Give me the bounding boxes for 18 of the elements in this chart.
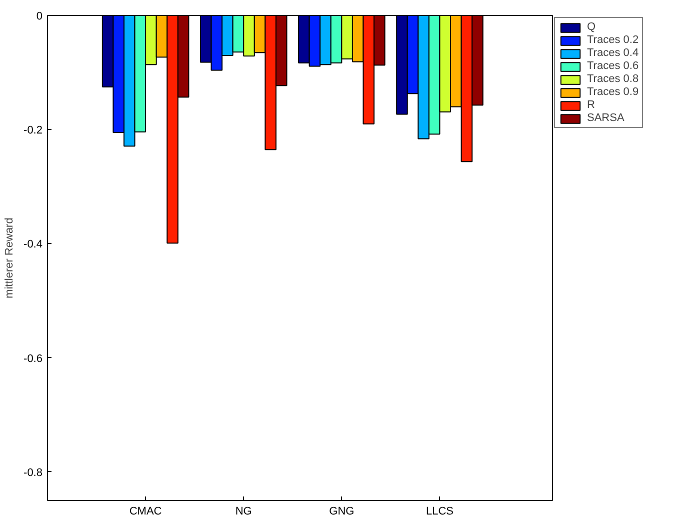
legend-label: Traces 0.4 — [587, 47, 639, 59]
y-tick-label: -0.4 — [24, 238, 43, 251]
y-axis-title: mittlerer Reward — [4, 218, 16, 298]
legend-label: SARSA — [587, 112, 624, 124]
x-tick-label: NG — [235, 506, 252, 518]
y-tick-label: -0.6 — [24, 352, 43, 365]
legend-label: Traces 0.6 — [587, 60, 639, 72]
legend-label: Traces 0.8 — [587, 73, 639, 85]
legend-label: R — [587, 99, 596, 111]
legend-label: Traces 0.2 — [587, 34, 639, 46]
x-tick-label: GNG — [329, 506, 354, 518]
y-tick-label: -0.2 — [24, 124, 43, 137]
y-tick-label: 0 — [36, 10, 43, 22]
legend-label: Q — [587, 21, 597, 33]
y-tick-label: -0.8 — [24, 466, 43, 479]
x-tick-label: LLCS — [426, 506, 454, 518]
x-tick-label: CMAC — [129, 506, 162, 518]
legend-label: Traces 0.9 — [587, 86, 639, 98]
